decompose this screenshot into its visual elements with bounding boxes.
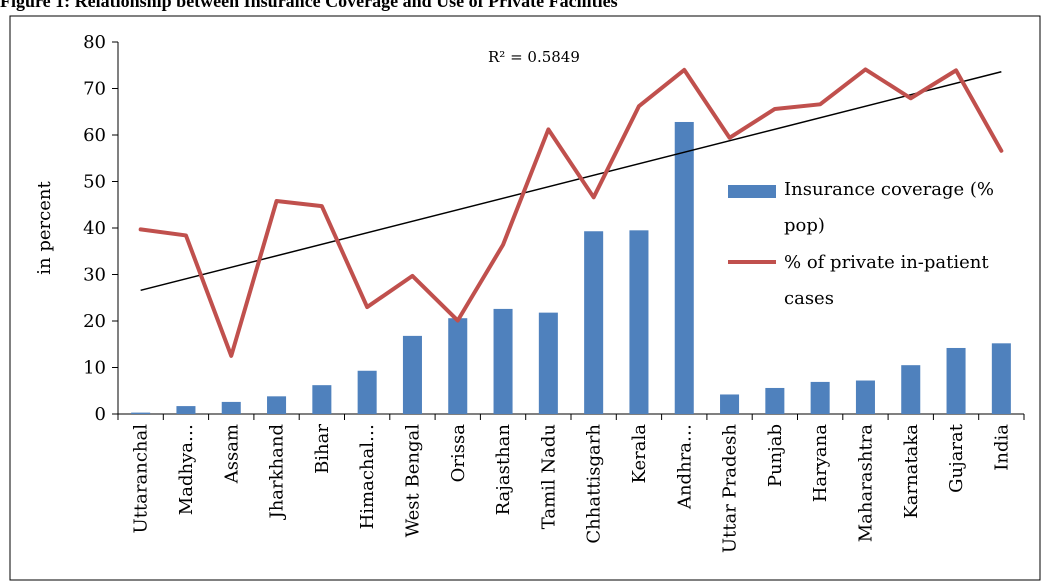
x-tick-label: Jharkhand [267, 424, 288, 521]
series-line [138, 67, 1004, 358]
trendline-group [140, 71, 1002, 292]
legend-label: % of private in-patient [784, 252, 989, 273]
x-tick-label: Haryana [810, 424, 831, 503]
bar [901, 365, 921, 414]
bar [357, 370, 377, 414]
x-tick-label: Gujarat [946, 423, 967, 493]
bar [131, 412, 151, 414]
bar [991, 343, 1011, 414]
x-tick-label: Karnataka [901, 424, 922, 519]
bar [538, 312, 558, 414]
x-tick-label: Rajasthan [493, 424, 514, 516]
trendline [140, 71, 1002, 292]
x-tick-label: Punjab [765, 424, 786, 487]
bar [267, 396, 287, 414]
bar-series [131, 121, 1011, 414]
legend-label: Insurance coverage (% [784, 179, 994, 200]
y-tick-label: 0 [95, 404, 106, 425]
bar [448, 318, 468, 414]
chart-border [9, 15, 1041, 581]
bar [810, 381, 830, 414]
y-tick-label: 40 [83, 218, 106, 239]
bar [221, 401, 241, 414]
x-tick-label: West Bengal [402, 424, 423, 538]
x-tick-label: Uttar Pradesh [720, 424, 741, 554]
x-tick-label: Madhya… [176, 424, 197, 515]
x-tick-label: Orissa [448, 424, 469, 483]
legend-swatch-bar [728, 185, 776, 198]
bar [402, 335, 422, 414]
y-tick-label: 60 [83, 125, 106, 146]
x-tick-label: Maharashtra [855, 424, 876, 542]
bar [674, 121, 694, 414]
x-tick-label: Assam [221, 424, 242, 484]
x-tick-label: Bihar [312, 424, 333, 474]
figure-title: Figure 1: Relationship between Insurance… [0, 0, 618, 11]
x-tick-label: Andhra… [674, 424, 695, 510]
y-tick-label: 10 [83, 358, 106, 379]
y-tick-label: 80 [83, 32, 106, 53]
legend-label: cases [784, 288, 834, 309]
x-tick-label: Kerala [629, 424, 650, 484]
x-tick-label: Himachal… [357, 424, 378, 529]
bar [855, 380, 875, 414]
bar [584, 231, 604, 414]
y-tick-label: 30 [83, 265, 106, 286]
y-axis-title: in percent [34, 181, 55, 275]
y-axis: 0 10 20 30 40 50 60 70 80 [83, 32, 119, 425]
x-tick-label: Tamil Nadu [538, 424, 559, 529]
bar [176, 406, 196, 414]
bar [629, 230, 649, 414]
legend: Insurance coverage (% pop) % of private in… [728, 179, 994, 309]
bar [946, 347, 966, 414]
x-tick-label: Chhattisgarh [584, 424, 605, 544]
x-tick-label: India [991, 424, 1012, 471]
line-series [138, 67, 1004, 358]
x-tick-label: Uttaranchal [131, 424, 152, 534]
y-tick-label: 70 [83, 79, 106, 100]
x-axis: Uttaranchal Madhya… Assam Jharkhand Bihar Him… [117, 413, 1025, 554]
bar [312, 385, 332, 414]
bar [765, 387, 785, 414]
bar [720, 394, 740, 414]
y-tick-label: 20 [83, 311, 106, 332]
trendline-r2-label: R² = 0.5849 [488, 48, 580, 66]
legend-label: pop) [784, 215, 825, 236]
bar [493, 308, 513, 414]
y-tick-label: 50 [83, 172, 106, 193]
